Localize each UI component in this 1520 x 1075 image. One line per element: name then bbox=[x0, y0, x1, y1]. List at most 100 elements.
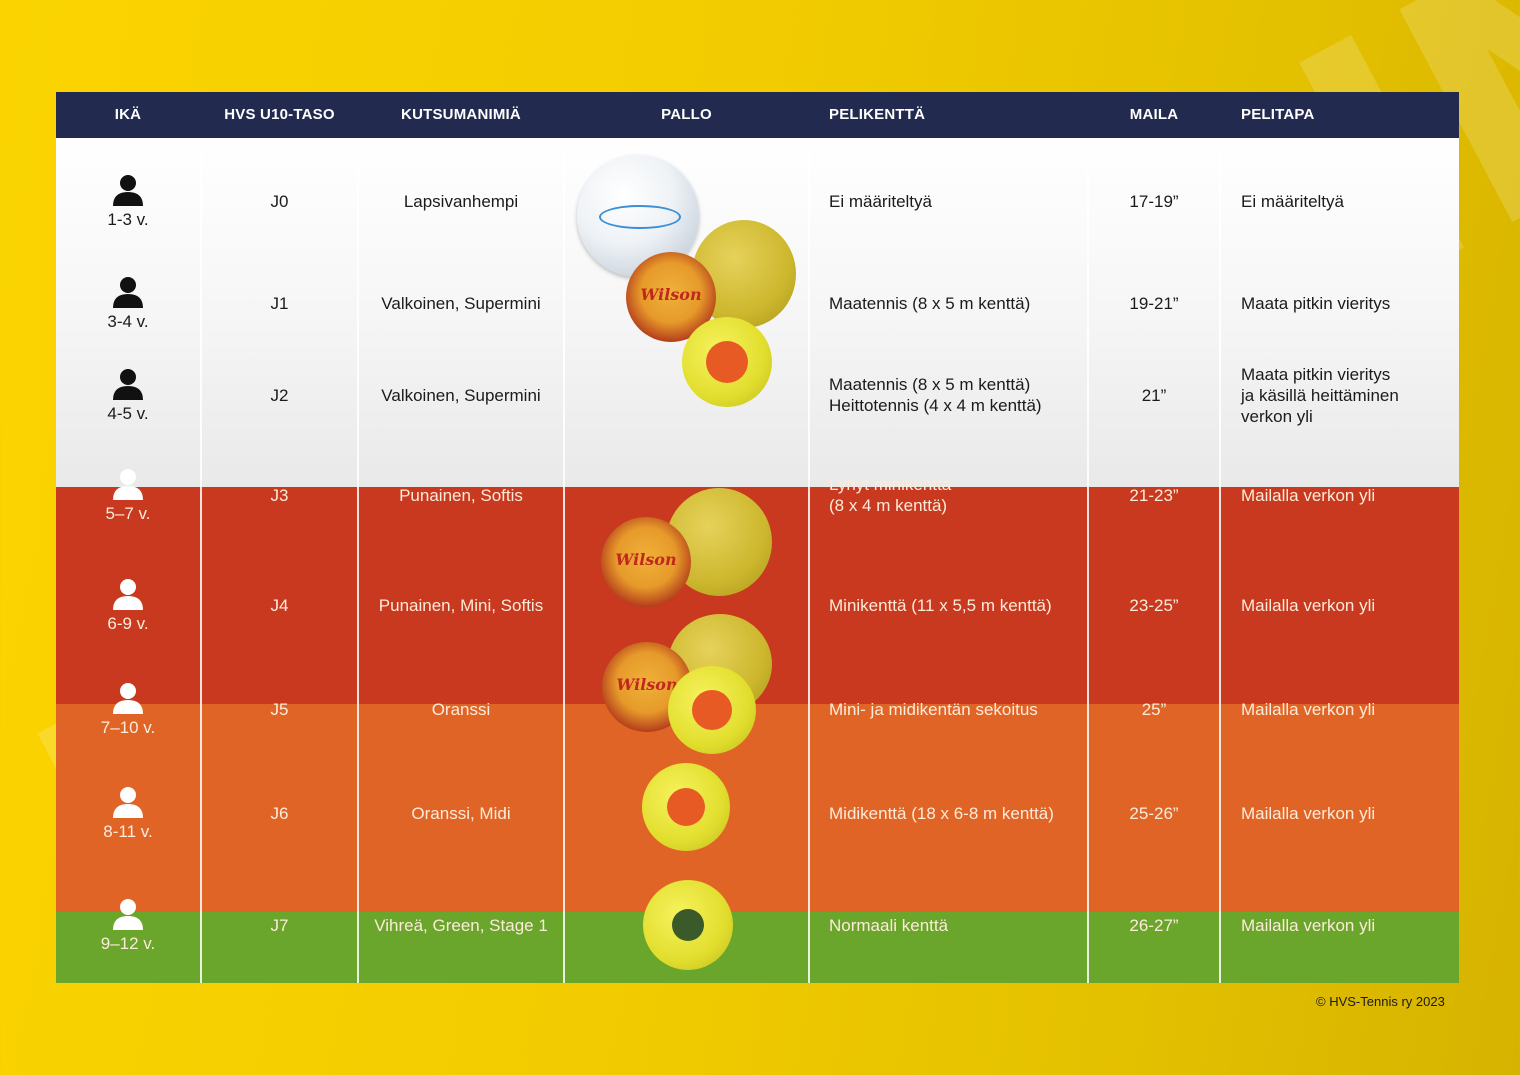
age-cell: 4-5 v. bbox=[56, 356, 200, 434]
court-cell: Ei määriteltyä bbox=[829, 162, 1084, 240]
nickname-cell: Oranssi, Midi bbox=[359, 774, 563, 852]
level-cell: J2 bbox=[202, 356, 357, 434]
racket-cell: 17-19” bbox=[1089, 162, 1219, 240]
column-divider bbox=[200, 138, 202, 983]
person-icon bbox=[113, 786, 143, 818]
nickname-cell: Valkoinen, Supermini bbox=[359, 356, 563, 434]
level-text: J4 bbox=[270, 595, 289, 615]
racket-text: 23-25” bbox=[1129, 595, 1179, 615]
age-text: 3-4 v. bbox=[107, 311, 149, 331]
person-icon bbox=[113, 468, 143, 500]
header-age: IKÄ bbox=[114, 106, 142, 123]
level-cell: J0 bbox=[202, 162, 357, 240]
age-cell: 9–12 v. bbox=[56, 886, 200, 964]
header-ball: PALLO bbox=[661, 106, 712, 123]
court-text: Minikenttä (11 x 5,5 m kenttä) bbox=[829, 595, 1052, 615]
green-dot-ball-image bbox=[643, 880, 733, 970]
racket-text: 19-21” bbox=[1129, 293, 1179, 313]
nickname-cell: Punainen, Mini, Softis bbox=[359, 566, 563, 644]
wilson-logo-text: Wilson bbox=[640, 285, 702, 304]
level-cell: J3 bbox=[202, 456, 357, 534]
court-text: Maatennis (8 x 5 m kenttä) bbox=[829, 293, 1031, 313]
play-cell: Mailalla verkon yli bbox=[1241, 456, 1456, 534]
racket-text: 25-26” bbox=[1129, 803, 1179, 823]
nickname-text: Valkoinen, Supermini bbox=[381, 293, 541, 313]
level-text: J0 bbox=[270, 191, 289, 211]
table-row: 5–7 v. J3 Punainen, Softis Lyhyt miniken… bbox=[56, 456, 1459, 534]
red-stage-ball-image: Wilson bbox=[601, 517, 691, 607]
court-text: Normaali kenttä bbox=[829, 915, 949, 935]
column-divider bbox=[563, 138, 565, 983]
age-text: 1-3 v. bbox=[107, 209, 149, 229]
racket-cell: 19-21” bbox=[1089, 264, 1219, 342]
play-text: Maata pitkin vieritys bbox=[1241, 293, 1391, 313]
age-text: 4-5 v. bbox=[107, 403, 149, 423]
court-text: Midikenttä (18 x 6-8 m kenttä) bbox=[829, 803, 1054, 823]
band-orange-levels bbox=[56, 704, 1459, 912]
play-cell: Ei määriteltyä bbox=[1241, 162, 1456, 240]
racket-cell: 25” bbox=[1089, 670, 1219, 748]
racket-cell: 26-27” bbox=[1089, 886, 1219, 964]
play-text: Maata pitkin vieritys ja käsillä heittäm… bbox=[1241, 364, 1399, 426]
court-cell: Lyhyt minikenttä (8 x 4 m kenttä) bbox=[829, 456, 1084, 534]
person-icon bbox=[113, 276, 143, 308]
racket-text: 26-27” bbox=[1129, 915, 1179, 935]
header-racket: MAILA bbox=[1129, 106, 1179, 123]
ball-dot bbox=[667, 788, 705, 826]
nickname-cell: Lapsivanhempi bbox=[359, 162, 563, 240]
court-text: Lyhyt minikenttä (8 x 4 m kenttä) bbox=[829, 475, 952, 515]
play-text: Mailalla verkon yli bbox=[1241, 595, 1376, 615]
header-nicknames: KUTSUMANIMIÄ bbox=[401, 106, 521, 123]
table-row: 7–10 v. J5 Oranssi Mini- ja midikentän s… bbox=[56, 670, 1459, 748]
court-cell: Minikenttä (11 x 5,5 m kenttä) bbox=[829, 566, 1084, 644]
play-cell: Mailalla verkon yli bbox=[1241, 670, 1456, 748]
nickname-text: Punainen, Softis bbox=[399, 485, 523, 505]
band-green-levels bbox=[56, 912, 1459, 983]
table-header: IKÄ HVS U10-TASO KUTSUMANIMIÄ PALLO PELI… bbox=[56, 92, 1459, 138]
level-text: J6 bbox=[270, 803, 289, 823]
nickname-text: Lapsivanhempi bbox=[403, 191, 519, 211]
orange-dot-ball-image bbox=[668, 666, 756, 754]
court-cell: Normaali kenttä bbox=[829, 886, 1084, 964]
orange-dot-ball-image bbox=[682, 317, 772, 407]
level-text: J2 bbox=[270, 385, 289, 405]
copyright-notice: © HVS-Tennis ry 2023 bbox=[1316, 994, 1445, 1009]
ball-dot bbox=[692, 690, 732, 730]
wilson-logo-text: Wilson bbox=[616, 675, 678, 694]
play-text: Mailalla verkon yli bbox=[1241, 803, 1376, 823]
ball-logo-mark bbox=[599, 205, 681, 229]
person-icon bbox=[113, 578, 143, 610]
level-cell: J1 bbox=[202, 264, 357, 342]
table-row: 8-11 v. J6 Oranssi, Midi Midikenttä (18 … bbox=[56, 774, 1459, 852]
racket-cell: 23-25” bbox=[1089, 566, 1219, 644]
level-cell: J6 bbox=[202, 774, 357, 852]
age-cell: 1-3 v. bbox=[56, 162, 200, 240]
person-icon bbox=[113, 174, 143, 206]
nickname-text: Punainen, Mini, Softis bbox=[378, 595, 544, 615]
play-cell: Mailalla verkon yli bbox=[1241, 886, 1456, 964]
header-play: PELITAPA bbox=[1241, 106, 1315, 123]
nickname-cell: Oranssi bbox=[359, 670, 563, 748]
nickname-cell: Valkoinen, Supermini bbox=[359, 264, 563, 342]
level-cell: J4 bbox=[202, 566, 357, 644]
racket-cell: 25-26” bbox=[1089, 774, 1219, 852]
nickname-text: Oranssi, Midi bbox=[411, 803, 511, 823]
age-level-table: IKÄ HVS U10-TASO KUTSUMANIMIÄ PALLO PELI… bbox=[56, 92, 1459, 983]
age-cell: 8-11 v. bbox=[56, 774, 200, 852]
age-cell: 3-4 v. bbox=[56, 264, 200, 342]
play-text: Ei määriteltyä bbox=[1241, 191, 1344, 211]
wilson-logo-text: Wilson bbox=[615, 550, 677, 569]
court-cell: Mini- ja midikentän sekoitus bbox=[829, 670, 1084, 748]
age-cell: 5–7 v. bbox=[56, 456, 200, 534]
play-text: Mailalla verkon yli bbox=[1241, 485, 1376, 505]
racket-text: 21” bbox=[1141, 385, 1167, 405]
nickname-text: Valkoinen, Supermini bbox=[381, 385, 541, 405]
level-text: J7 bbox=[270, 915, 289, 935]
level-cell: J7 bbox=[202, 886, 357, 964]
age-cell: 7–10 v. bbox=[56, 670, 200, 748]
column-divider bbox=[1219, 138, 1221, 983]
person-icon bbox=[113, 682, 143, 714]
court-cell: Maatennis (8 x 5 m kenttä) bbox=[829, 264, 1084, 342]
play-text: Mailalla verkon yli bbox=[1241, 915, 1376, 935]
racket-text: 25” bbox=[1141, 699, 1167, 719]
